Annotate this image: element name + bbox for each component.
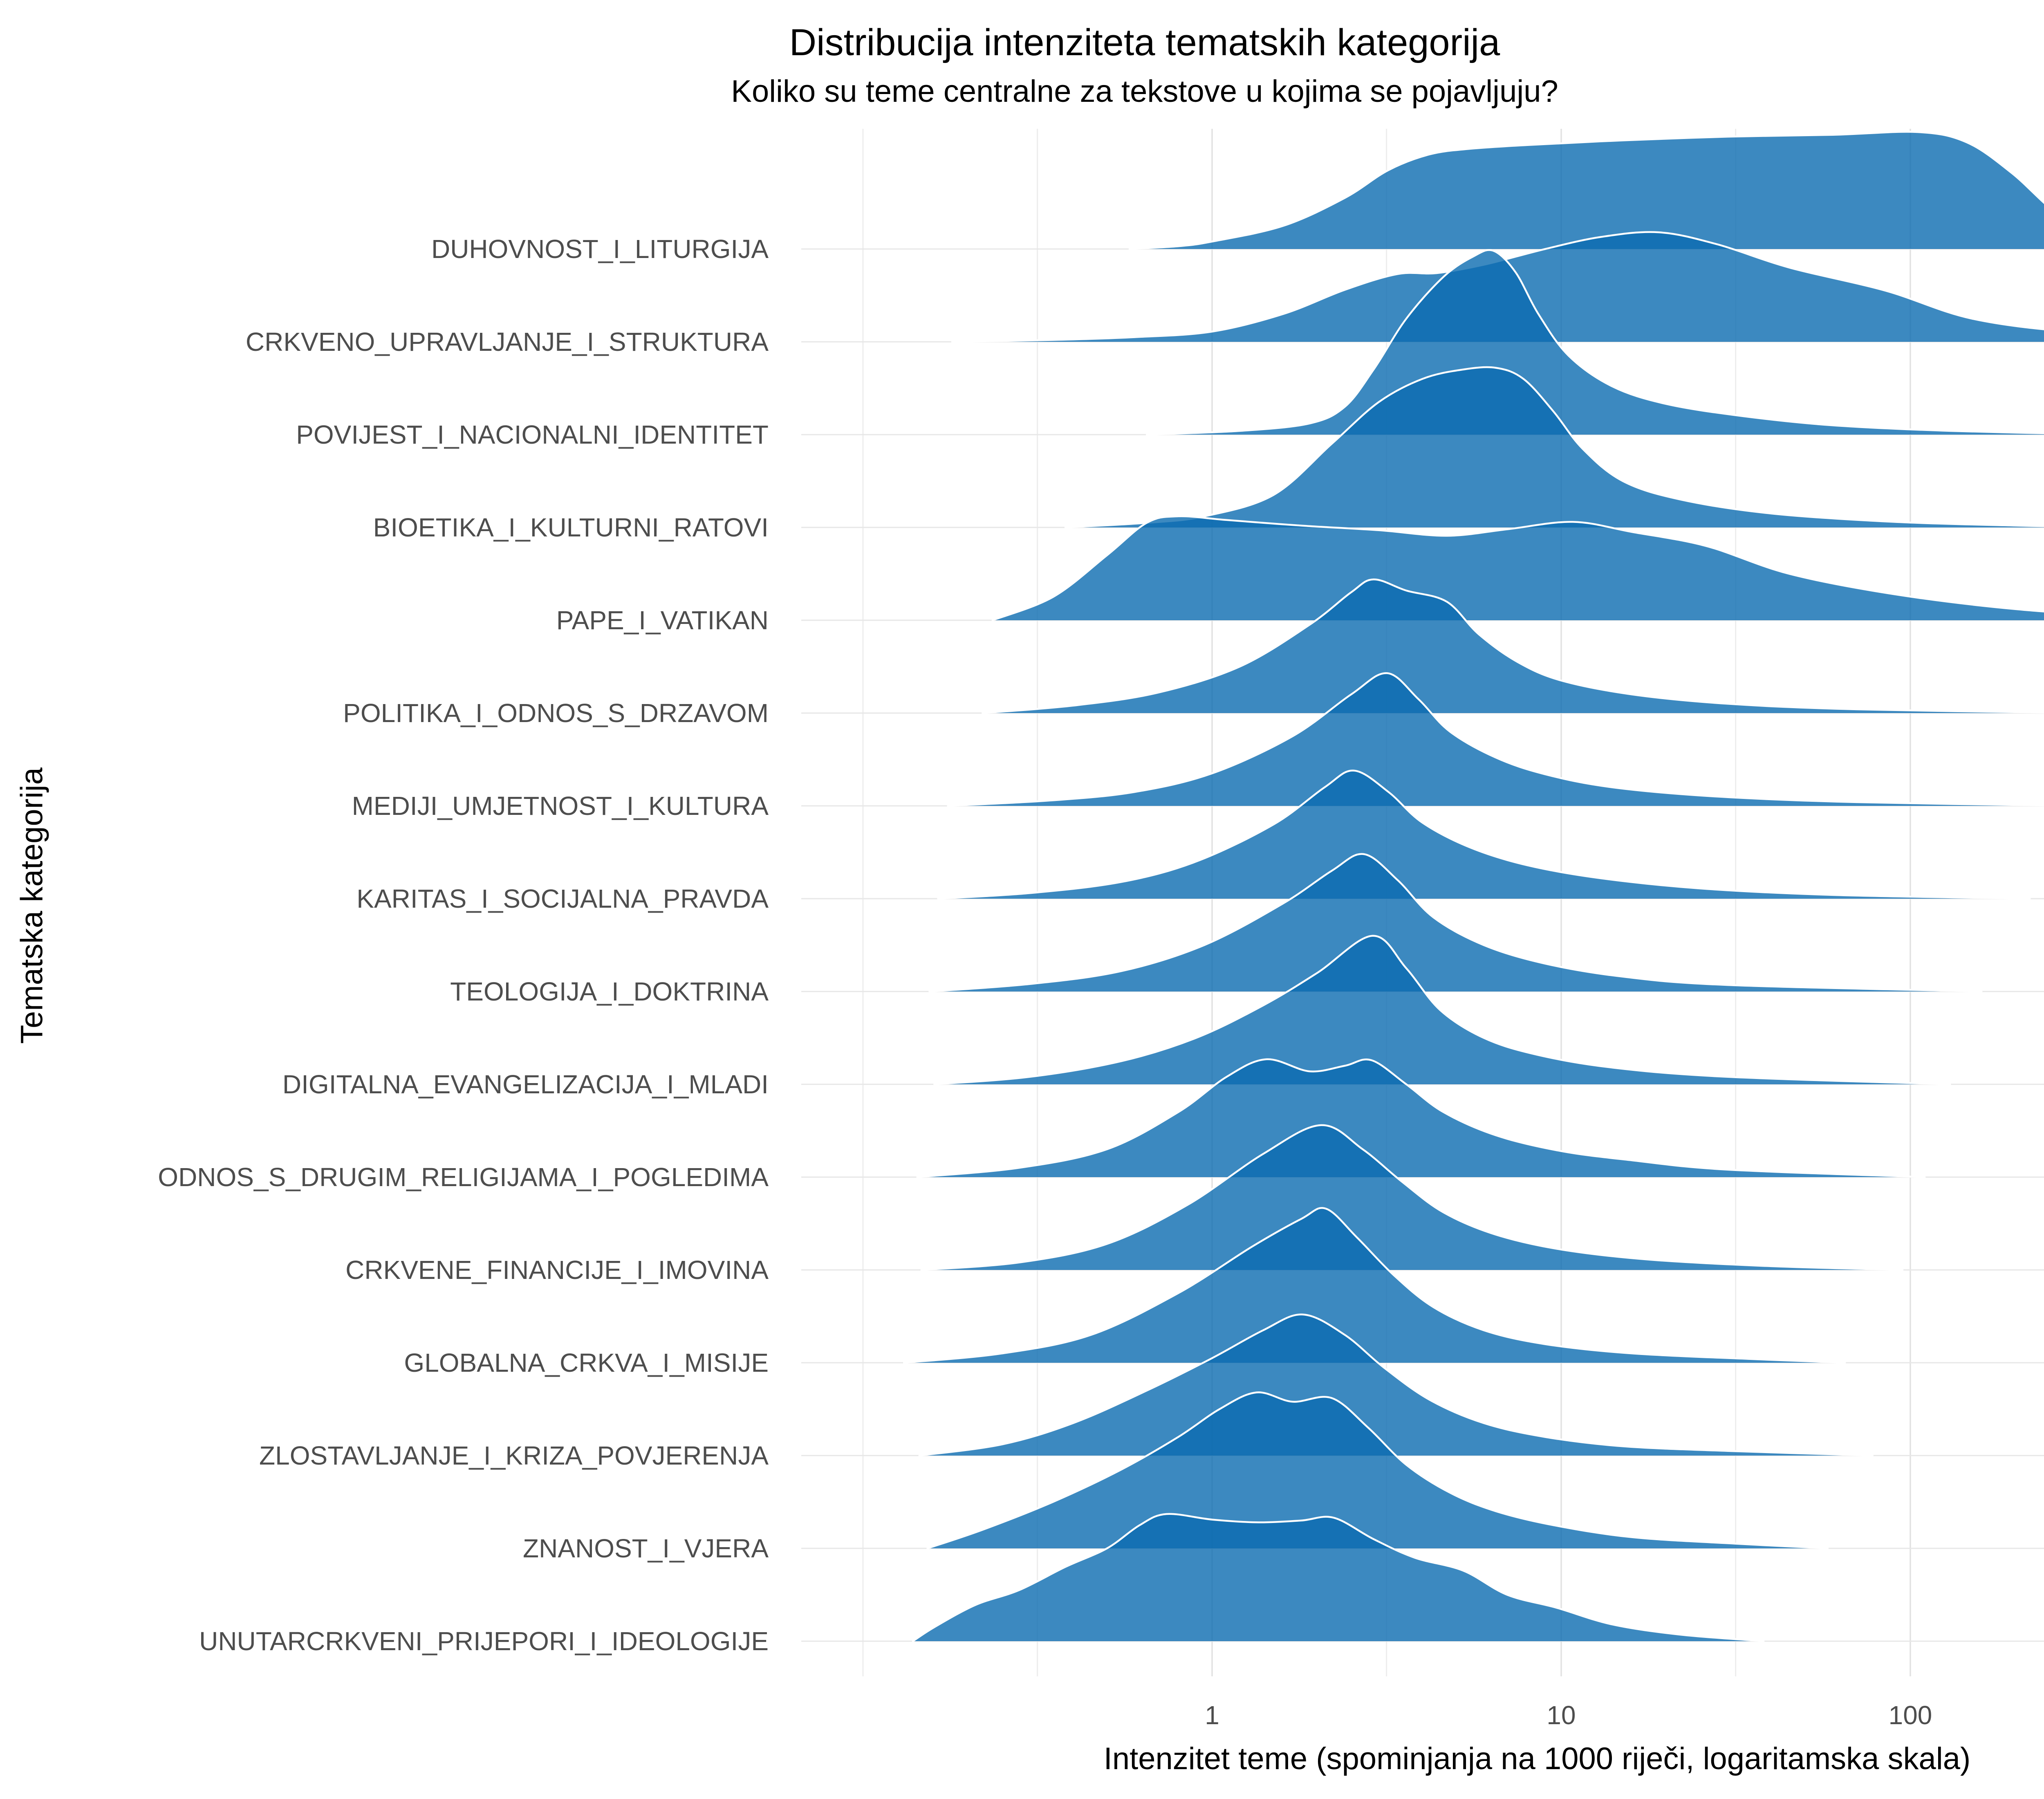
ridge-outline-MEDIJI_UMJETNOST_I_KULTURA [947, 672, 2044, 807]
ridge-outline-ZLOSTAVLJANJE_I_KRIZA_POVJERENJA [918, 1313, 1874, 1457]
y-axis-label: BIOETIKA_I_KULTURNI_RATOVI [373, 513, 769, 542]
y-axis-label: POLITIKA_I_ODNOS_S_DRZAVOM [343, 698, 769, 728]
y-axis-title: Tematska kategorija [14, 767, 49, 1044]
ridge-area-ODNOS_S_DRUGIM_RELIGIJAMA_I_POGLEDIMA [917, 1059, 1925, 1177]
ridge-outline-ODNOS_S_DRUGIM_RELIGIJAMA_I_POGLEDIMA [916, 1058, 1926, 1178]
plot-title: Distribucija intenziteta tematskih kateg… [789, 22, 1500, 63]
y-axis-label: DIGITALNA_EVANGELIZACIJA_I_MLADI [282, 1070, 769, 1099]
ridge-area-UNUTARCRKVENI_PRIJEPORI_I_IDEOLOGIJE [913, 1514, 1764, 1641]
y-axis-label: TEOLOGIJA_I_DOKTRINA [450, 977, 769, 1006]
plot-subtitle: Koliko su teme centralne za tekstove u k… [731, 74, 1558, 109]
y-axis-label: ODNOS_S_DRUGIM_RELIGIJAMA_I_POGLEDIMA [158, 1162, 769, 1192]
ridges [903, 131, 2044, 1642]
ridge-area-ZNANOST_I_VJERA [927, 1392, 1828, 1548]
ridge-outline-CRKVENE_FINANCIJE_I_IMOVINA [920, 1124, 1904, 1271]
ridge-outline-DUHOVNOST_I_LITURGIJA [1128, 131, 2044, 250]
x-axis-tick-label: 10 [1546, 1700, 1576, 1730]
ridge-area-POLITIKA_I_ODNOS_S_DRZAVOM [982, 579, 2044, 713]
y-axis-label: POVIJEST_I_NACIONALNI_IDENTITET [296, 420, 769, 449]
y-axis-label: KARITAS_I_SOCIJALNA_PRAVDA [356, 884, 769, 913]
y-axis-label: UNUTARCRKVENI_PRIJEPORI_I_IDEOLOGIJE [199, 1626, 769, 1656]
x-axis-tick-label: 100 [1888, 1700, 1932, 1730]
y-axis-label: ZNANOST_I_VJERA [522, 1534, 769, 1563]
y-axis-label: GLOBALNA_CRKVA_I_MISIJE [404, 1348, 769, 1377]
ridge-area-ZLOSTAVLJANJE_I_KRIZA_POVJERENJA [919, 1314, 1873, 1456]
ridge-area-GLOBALNA_CRKVA_I_MISIJE [904, 1208, 1845, 1363]
y-axis-label: CRKVENE_FINANCIJE_I_IMOVINA [345, 1255, 769, 1285]
ridge-area-KARITAS_I_SOCIJALNA_PRAVDA [938, 770, 2030, 899]
ridge-outline-BIOETIKA_I_KULTURNI_RATOVI [1064, 366, 2044, 529]
ridge-outline-UNUTARCRKVENI_PRIJEPORI_I_IDEOLOGIJE [912, 1513, 1765, 1642]
ridge-area-DIGITALNA_EVANGELIZACIJA_I_MLADI [934, 935, 1950, 1084]
ridge-area-BIOETIKA_I_KULTURNI_RATOVI [1065, 367, 2044, 527]
ridge-outline-TEOLOGIJA_I_DOKTRINA [928, 853, 1983, 993]
y-axis-label: DUHOVNOST_I_LITURGIJA [431, 234, 769, 264]
y-axis-label: MEDIJI_UMJETNOST_I_KULTURA [352, 791, 769, 821]
ridge-area-CRKVENE_FINANCIJE_I_IMOVINA [921, 1125, 1903, 1270]
ridge-outline-PAPE_I_VATIKAN [991, 515, 2044, 621]
ridge-outline-POLITIKA_I_ODNOS_S_DRZAVOM [982, 578, 2044, 714]
y-axis-label: ZLOSTAVLJANJE_I_KRIZA_POVJERENJA [259, 1441, 769, 1470]
y-axis-label: PAPE_I_VATIKAN [556, 606, 769, 635]
ridge-outline-POVIJEST_I_NACIONALNI_IDENTITET [1145, 249, 2044, 436]
ridge-area-MEDIJI_UMJETNOST_I_KULTURA [948, 673, 2044, 806]
ridge-area-POVIJEST_I_NACIONALNI_IDENTITET [1147, 250, 2044, 435]
ridge-area-TEOLOGIJA_I_DOKTRINA [929, 854, 1982, 991]
y-axis-label: CRKVENO_UPRAVLJANJE_I_STRUKTURA [245, 327, 769, 357]
ridge-outline-GLOBALNA_CRKVA_I_MISIJE [903, 1207, 1846, 1364]
ridge-outline-CRKVENO_UPRAVLJANJE_I_STRUKTURA [951, 231, 2044, 343]
ridge-outline-ZNANOST_I_VJERA [926, 1391, 1829, 1550]
x-axis-tick-label: 1 [1205, 1700, 1219, 1730]
x-axis-title: Intenzitet teme (spominjanja na 1000 rij… [1103, 1741, 1971, 1776]
ridge-outline-DIGITALNA_EVANGELIZACIJA_I_MLADI [933, 935, 1951, 1086]
ridge-area-PAPE_I_VATIKAN [992, 516, 2044, 620]
ridge-outline-KARITAS_I_SOCIJALNA_PRAVDA [937, 769, 2031, 900]
ridge-area-DUHOVNOST_I_LITURGIJA [1130, 132, 2044, 249]
